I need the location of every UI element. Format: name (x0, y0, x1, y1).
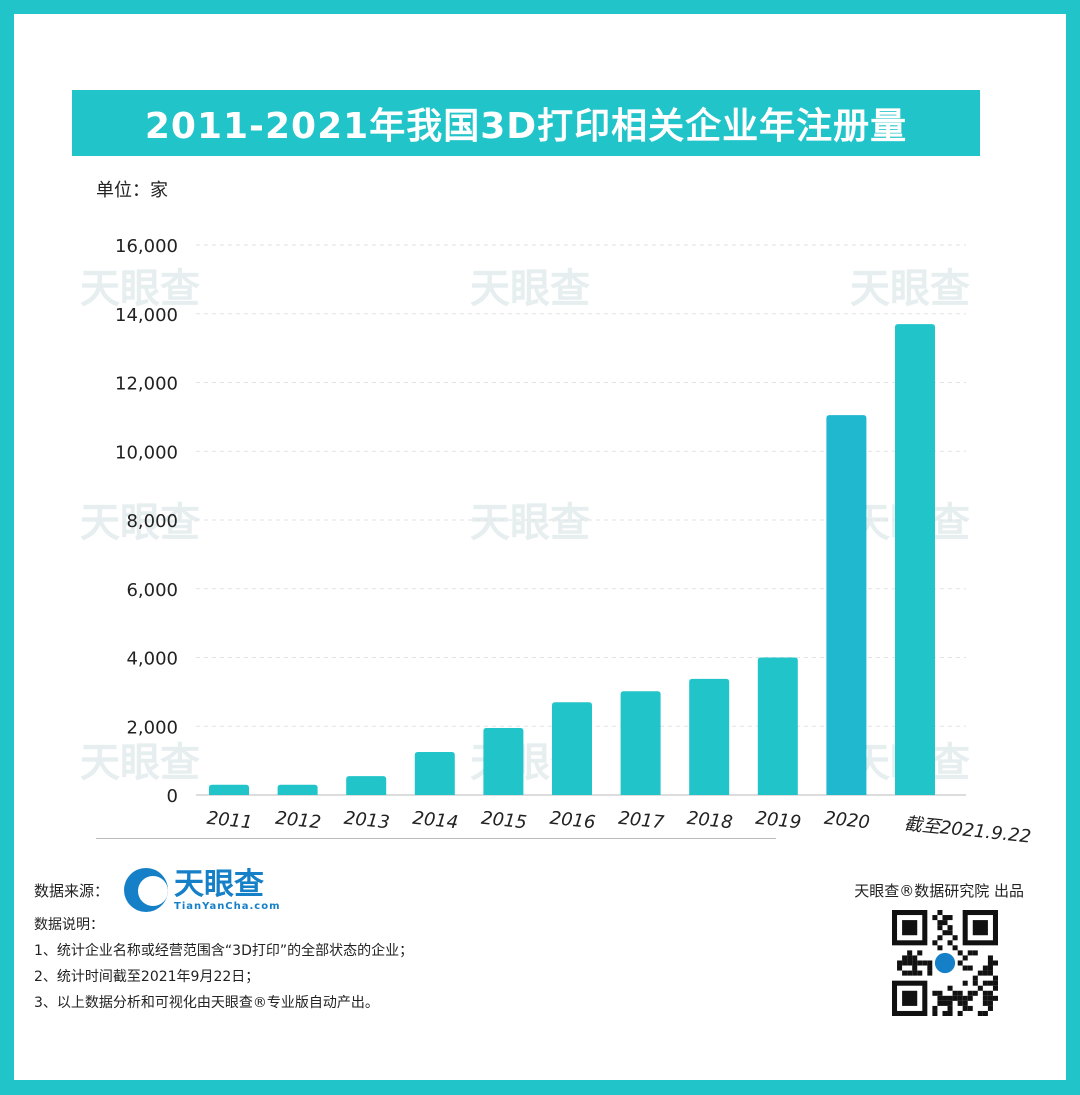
x-tick-label: 2016 (549, 808, 597, 834)
bar[interactable] (346, 776, 387, 795)
bar[interactable] (689, 678, 730, 795)
notes-title: 数据说明： (34, 917, 104, 933)
y-tick-label: 2,000 (126, 717, 178, 738)
qr-code[interactable] (892, 910, 998, 1016)
y-tick-label: 0 (167, 786, 178, 807)
note-item: 1、统计企业名称或经营范围含“3D打印”的全部状态的企业； (34, 943, 414, 959)
note-item: 2、统计时间截至2021年9月22日； (34, 969, 260, 985)
x-tick-label: 2020 (823, 808, 871, 834)
y-tick-label: 12,000 (115, 374, 178, 395)
producer-credit: 天眼查®数据研究院 出品 (854, 882, 1024, 900)
x-tick-label: 2011 (206, 808, 254, 834)
y-tick-label: 4,000 (126, 649, 178, 670)
bar[interactable] (209, 784, 249, 795)
logo-url: TianYanCha.com (174, 900, 281, 912)
note-item: 3、以上数据分析和可视化由天眼查®专业版自动产出。 (34, 995, 379, 1011)
x-tick-label: 2019 (754, 808, 802, 834)
bar[interactable] (826, 415, 867, 795)
bar[interactable] (757, 657, 798, 796)
y-tick-label: 16,000 (115, 236, 178, 257)
notes: 数据说明： 1、统计企业名称或经营范围含“3D打印”的全部状态的企业； 2、统计… (34, 912, 413, 1016)
x-tick-label: 2014 (411, 808, 459, 834)
x-tick-label: 2017 (617, 808, 665, 834)
logo-name: 天眼查 (174, 866, 264, 902)
y-tick-label: 8,000 (126, 511, 178, 532)
qr-logo-icon (934, 952, 956, 974)
x-tick-label: 2018 (686, 808, 734, 834)
tianyancha-logo: 天眼查 TianYanCha.com (124, 868, 281, 912)
bar[interactable] (552, 702, 592, 795)
logo-icon (124, 868, 168, 912)
y-tick-label: 14,000 (115, 305, 178, 326)
bar-chart: 0 2,000 4,000 6,000 8,000 10,000 12,000 14,000 1… (115, 236, 1032, 848)
chart-title: 2011-2021年我国3D打印相关企业年注册量 (72, 90, 980, 156)
bar[interactable] (620, 691, 661, 795)
x-tick-label: 2013 (343, 808, 391, 834)
y-tick-label: 6,000 (126, 580, 178, 601)
y-tick-label: 10,000 (115, 442, 178, 463)
poster-card (14, 14, 1066, 1080)
divider (96, 838, 776, 839)
unit-label: 单位：家 (96, 180, 168, 201)
x-tick-label: 截至2021.9.22 (903, 813, 1032, 847)
bar[interactable] (895, 324, 935, 795)
bar[interactable] (483, 727, 524, 795)
bar[interactable] (277, 784, 318, 795)
source-label: 数据来源： (34, 882, 110, 900)
bar[interactable] (414, 752, 455, 795)
x-tick-label: 2012 (274, 808, 322, 834)
x-tick-label: 2015 (480, 808, 528, 834)
